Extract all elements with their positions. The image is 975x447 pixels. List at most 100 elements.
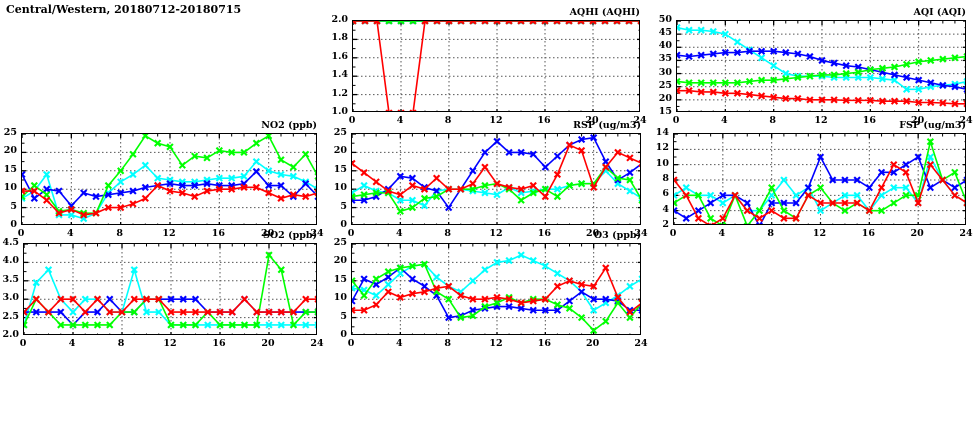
x-tick-label: 20 xyxy=(261,228,275,239)
data-point-marker xyxy=(890,161,898,169)
data-point-marker xyxy=(481,266,489,274)
data-point-marker xyxy=(469,185,477,193)
data-point-marker xyxy=(926,138,935,146)
x-tick-label: 12 xyxy=(163,338,177,349)
data-point-marker xyxy=(706,214,715,222)
panel-title-rsp: RSP (ug/m3) xyxy=(573,120,641,131)
data-point-marker xyxy=(302,150,310,158)
data-point-marker xyxy=(432,192,441,201)
data-point-marker xyxy=(565,141,574,149)
data-point-marker xyxy=(915,76,923,84)
series-line xyxy=(24,253,316,327)
data-point-marker xyxy=(129,187,137,195)
data-point-marker xyxy=(804,184,812,192)
data-point-marker xyxy=(677,51,681,59)
data-point-marker xyxy=(361,21,369,25)
data-point-marker xyxy=(178,161,186,169)
data-point-marker xyxy=(191,321,200,329)
data-point-marker xyxy=(565,304,574,313)
data-point-marker xyxy=(93,321,102,329)
data-point-marker xyxy=(240,148,248,157)
data-point-marker xyxy=(420,288,429,296)
data-point-marker xyxy=(685,87,693,95)
data-point-marker xyxy=(626,282,634,290)
data-point-marker xyxy=(24,321,28,329)
data-point-marker xyxy=(794,94,802,103)
data-point-marker xyxy=(842,69,850,78)
data-point-marker xyxy=(30,181,38,190)
series-red-no2 xyxy=(22,181,316,219)
y-tick-label: 0 xyxy=(340,329,347,340)
data-point-marker xyxy=(541,262,549,270)
y-tick-label: 1.8 xyxy=(331,32,348,44)
data-point-marker xyxy=(396,264,404,272)
data-point-marker xyxy=(709,50,717,58)
data-point-marker xyxy=(951,168,959,176)
data-point-marker xyxy=(626,168,634,177)
data-point-marker xyxy=(853,191,861,199)
data-point-marker xyxy=(215,185,223,193)
data-point-marker xyxy=(866,65,874,74)
panel-so2: SO2 (ppb) 2.0 2.5 3.0 3.5 4.0 4.5 0 4 8 12 16 20 24 xyxy=(0,230,327,352)
data-point-marker xyxy=(818,71,826,79)
x-tick-label: 0 xyxy=(347,228,355,239)
data-point-marker xyxy=(565,277,574,285)
data-point-marker xyxy=(830,59,838,67)
y-tick-label: 1.6 xyxy=(331,50,348,62)
series-red-o3 xyxy=(352,264,640,316)
data-point-marker xyxy=(697,26,705,34)
data-point-marker xyxy=(517,148,525,157)
data-point-marker xyxy=(682,214,690,222)
data-point-marker xyxy=(445,295,453,303)
data-point-marker xyxy=(755,222,764,224)
data-point-marker xyxy=(757,54,766,62)
data-point-marker xyxy=(154,174,162,182)
data-point-marker xyxy=(360,306,368,314)
data-point-marker xyxy=(384,187,392,195)
data-point-marker xyxy=(841,191,849,199)
data-point-marker xyxy=(178,181,186,190)
data-point-marker xyxy=(228,185,236,193)
data-point-marker xyxy=(853,199,861,207)
data-point-marker xyxy=(352,284,356,292)
data-point-marker xyxy=(939,55,947,63)
data-point-marker xyxy=(141,194,149,203)
data-point-marker xyxy=(770,93,778,101)
series-blue-aqi xyxy=(677,47,965,93)
data-point-marker xyxy=(57,308,65,316)
y-tick-label: 12 xyxy=(655,142,669,154)
data-point-marker xyxy=(806,96,814,104)
data-point-marker xyxy=(816,153,825,161)
data-point-marker xyxy=(697,51,705,59)
data-point-marker xyxy=(352,277,356,285)
data-point-marker xyxy=(352,192,356,201)
data-point-marker xyxy=(505,256,513,265)
data-point-marker xyxy=(360,168,368,177)
data-point-marker xyxy=(541,192,549,201)
data-point-marker xyxy=(927,56,935,65)
data-point-marker xyxy=(142,295,151,303)
data-point-marker xyxy=(505,148,513,157)
x-tick-label: 0 xyxy=(348,115,356,126)
data-point-marker xyxy=(529,297,537,305)
y-tick-label: 25 xyxy=(658,79,672,91)
data-point-marker xyxy=(541,21,549,25)
data-point-marker xyxy=(469,21,477,25)
x-tick-label: 12 xyxy=(489,228,503,239)
x-tick-label: 20 xyxy=(585,115,599,126)
x-tick-label: 4 xyxy=(396,228,403,239)
x-tick-label: 8 xyxy=(444,338,451,349)
data-point-marker xyxy=(445,313,453,322)
data-point-marker xyxy=(878,75,887,83)
data-point-marker xyxy=(706,191,715,199)
y-tick-label: 4.5 xyxy=(2,237,19,248)
data-point-marker xyxy=(626,306,634,314)
data-point-marker xyxy=(93,308,102,316)
data-point-marker xyxy=(697,79,705,87)
data-point-marker xyxy=(253,308,261,316)
data-point-marker xyxy=(677,87,681,95)
data-point-marker xyxy=(228,174,236,182)
data-point-marker xyxy=(421,21,429,25)
data-point-marker xyxy=(709,79,717,87)
data-point-marker xyxy=(733,48,742,57)
